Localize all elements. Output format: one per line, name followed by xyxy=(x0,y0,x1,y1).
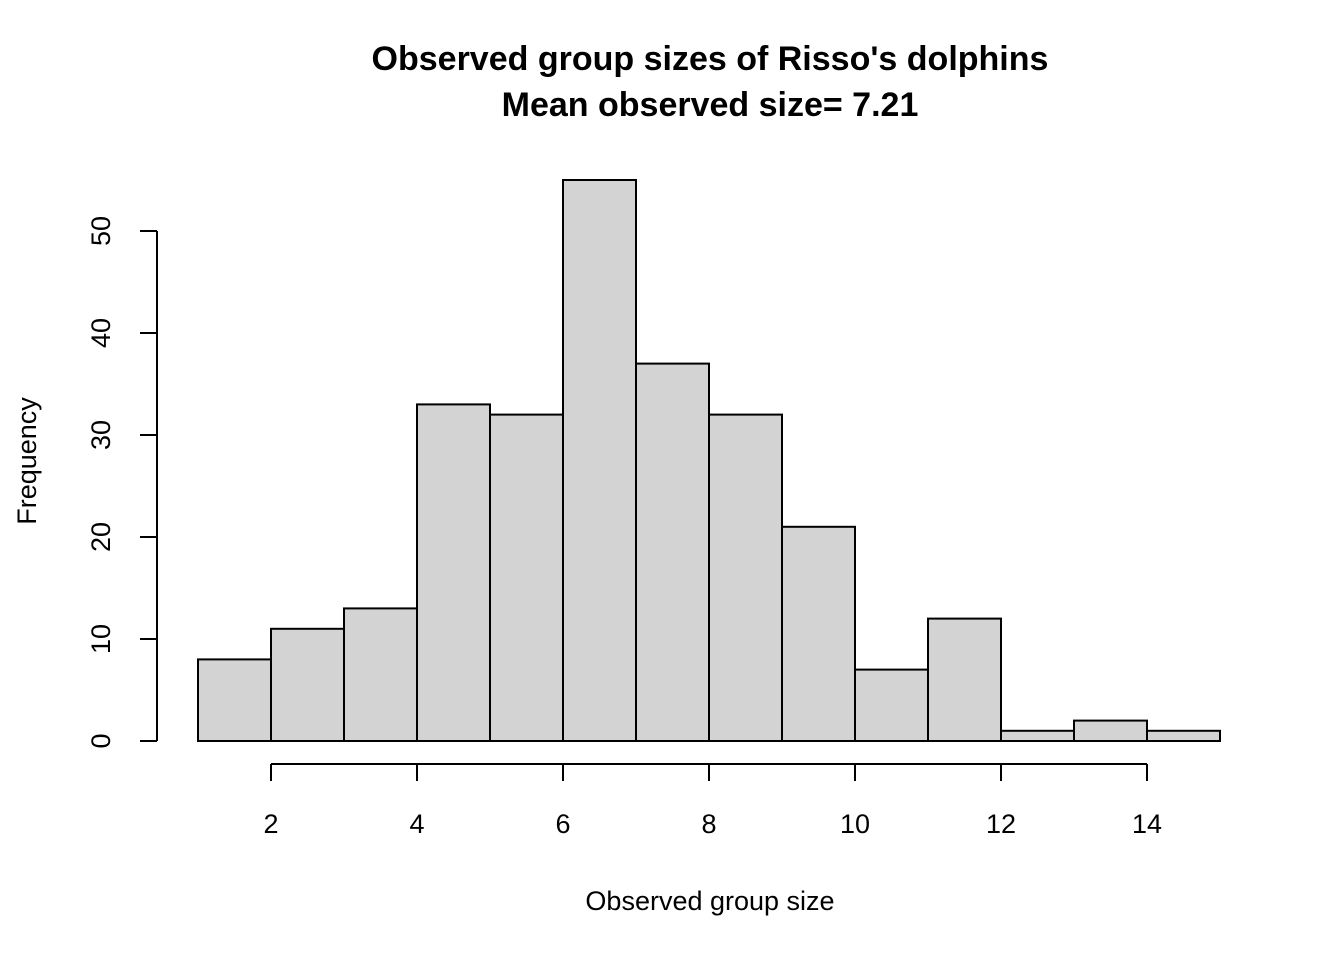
histogram-bar xyxy=(927,617,1002,742)
x-tick-label: 4 xyxy=(409,809,424,839)
y-tick-label: 0 xyxy=(86,733,116,748)
histogram-bar xyxy=(416,403,491,742)
histogram-bar xyxy=(270,627,345,742)
histogram-bar xyxy=(562,179,637,742)
y-tick-label: 50 xyxy=(86,216,116,246)
y-tick-label: 40 xyxy=(86,318,116,348)
histogram-bar xyxy=(854,668,929,742)
chart-subtitle: Mean observed size= 7.21 xyxy=(502,86,919,124)
histogram-bar xyxy=(197,658,272,743)
x-tick-label: 14 xyxy=(1132,809,1162,839)
y-tick-label: 20 xyxy=(86,522,116,552)
y-tick-label: 10 xyxy=(86,624,116,654)
x-axis: 2 4 6 8 10 12 14 xyxy=(263,763,1162,839)
y-axis-label: Frequency xyxy=(12,397,42,525)
x-tick-label: 10 xyxy=(840,809,870,839)
y-tick-label: 30 xyxy=(86,420,116,450)
histogram-bar xyxy=(781,525,856,742)
histogram-bar xyxy=(1000,729,1075,742)
x-tick-label: 6 xyxy=(555,809,570,839)
histogram-bar xyxy=(489,413,564,742)
x-tick-label: 12 xyxy=(986,809,1016,839)
bars-group xyxy=(197,179,1221,743)
histogram-bar xyxy=(343,607,418,743)
chart-title: Observed group sizes of Risso's dolphins xyxy=(372,40,1049,78)
x-axis-label: Observed group size xyxy=(585,886,834,916)
histogram-bar xyxy=(1073,719,1148,742)
x-tick-label: 8 xyxy=(701,809,716,839)
x-tick-label: 2 xyxy=(263,809,278,839)
histogram-bar xyxy=(635,362,710,742)
histogram-bar xyxy=(1146,729,1221,742)
histogram-bar xyxy=(708,413,783,742)
y-axis: 0 10 20 30 40 50 xyxy=(86,216,158,749)
